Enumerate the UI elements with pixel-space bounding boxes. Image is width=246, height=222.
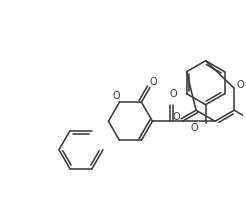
Text: O: O [190,123,198,133]
Text: O: O [112,91,120,101]
Text: O: O [236,80,244,90]
Text: O: O [169,89,177,99]
Text: O: O [173,112,180,122]
Text: O: O [149,77,157,87]
